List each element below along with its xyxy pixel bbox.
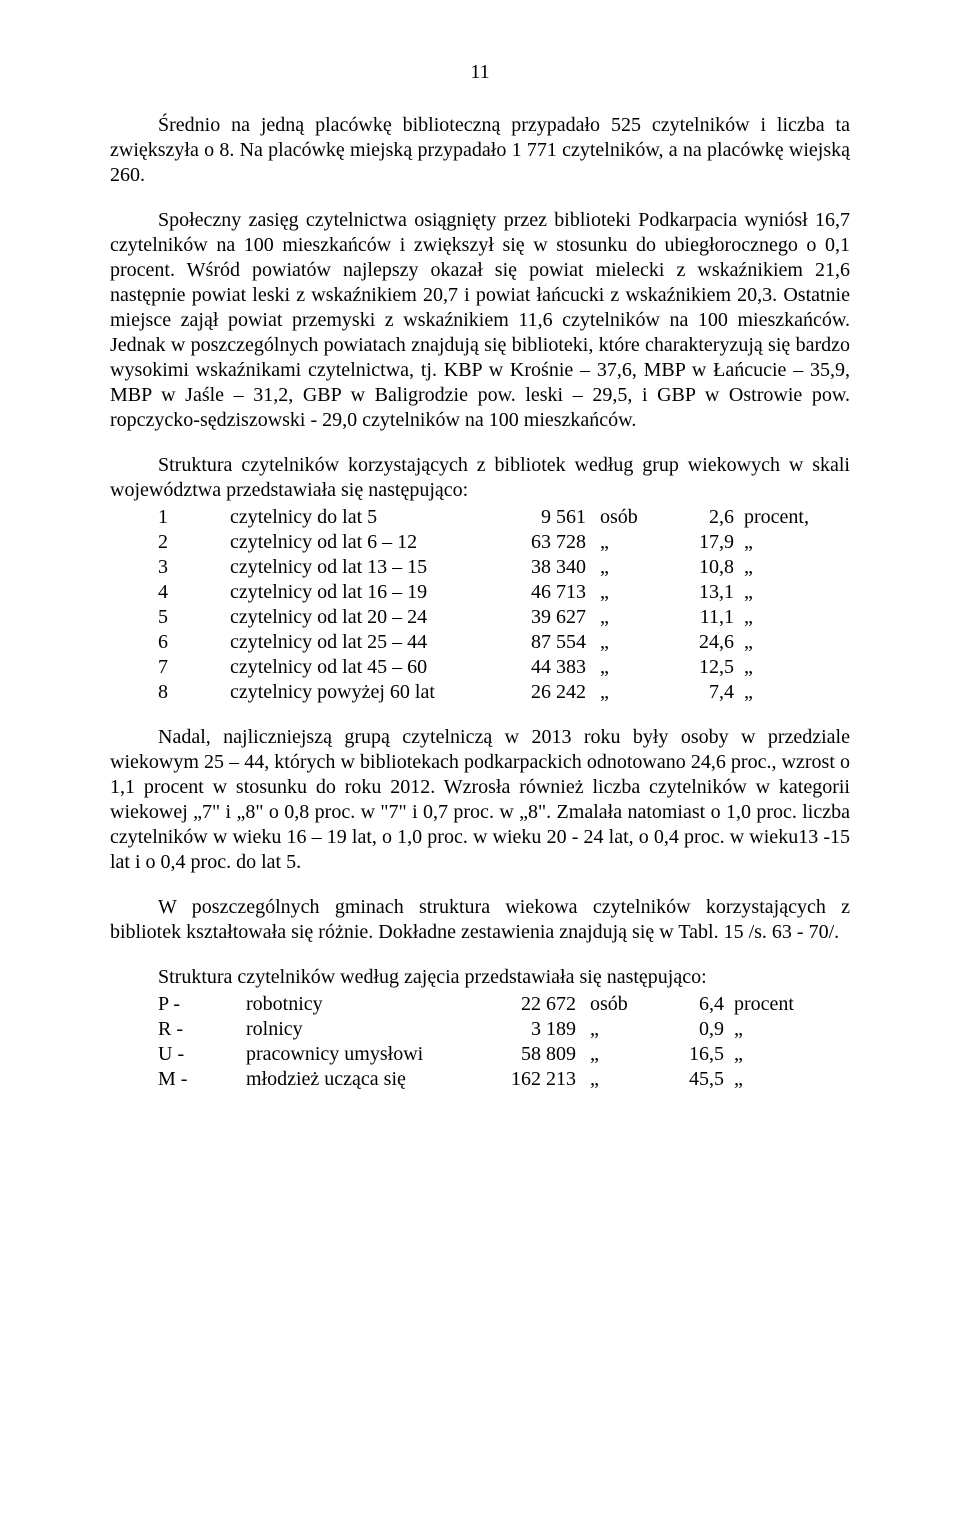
row-suffix: „ xyxy=(734,655,753,680)
row-unit: „ xyxy=(586,630,674,655)
row-percent: 12,5 xyxy=(674,655,734,680)
list-item: 1 czytelnicy do lat 5 9 561 osób 2,6 pro… xyxy=(110,505,850,530)
age-groups-list: 1 czytelnicy do lat 5 9 561 osób 2,6 pro… xyxy=(110,505,850,705)
row-percent: 24,6 xyxy=(674,630,734,655)
row-percent: 17,9 xyxy=(674,530,734,555)
paragraph-3: Struktura czytelników korzystających z b… xyxy=(110,453,850,503)
occupation-groups-list: P - robotnicy 22 672 osób 6,4 procent R … xyxy=(110,992,850,1092)
paragraph-5: W poszczególnych gminach struktura wieko… xyxy=(110,895,850,945)
row-value: 63 728 xyxy=(492,530,586,555)
row-suffix: „ xyxy=(734,530,753,555)
paragraph-6: Struktura czytelników według zajęcia prz… xyxy=(110,965,850,990)
row-label: czytelnicy od lat 16 – 19 xyxy=(230,580,492,605)
row-index: 7 xyxy=(110,655,230,680)
row-value: 87 554 xyxy=(492,630,586,655)
row-label: czytelnicy do lat 5 xyxy=(230,505,492,530)
row-unit: „ xyxy=(576,1042,664,1067)
list-item: 6 czytelnicy od lat 25 – 44 87 554 „ 24,… xyxy=(110,630,850,655)
row-percent: 16,5 xyxy=(664,1042,724,1067)
row-unit: „ xyxy=(586,555,674,580)
row-suffix: „ xyxy=(734,605,753,630)
list-item: 4 czytelnicy od lat 16 – 19 46 713 „ 13,… xyxy=(110,580,850,605)
document-page: 11 Średnio na jedną placówkę biblioteczn… xyxy=(0,0,960,1152)
row-unit: „ xyxy=(586,580,674,605)
row-percent: 0,9 xyxy=(664,1017,724,1042)
row-unit: „ xyxy=(576,1017,664,1042)
row-suffix: „ xyxy=(734,680,753,705)
row-value: 44 383 xyxy=(492,655,586,680)
list-item: R - rolnicy 3 189 „ 0,9 „ xyxy=(110,1017,850,1042)
list-item: 7 czytelnicy od lat 45 – 60 44 383 „ 12,… xyxy=(110,655,850,680)
page-number: 11 xyxy=(110,60,850,85)
row-percent: 2,6 xyxy=(674,505,734,530)
row-index: 8 xyxy=(110,680,230,705)
row-index: 5 xyxy=(110,605,230,630)
row-index: 3 xyxy=(110,555,230,580)
row-percent: 45,5 xyxy=(664,1067,724,1092)
row-key: U - xyxy=(110,1042,246,1067)
row-suffix: „ xyxy=(734,580,753,605)
row-percent: 10,8 xyxy=(674,555,734,580)
row-value: 22 672 xyxy=(482,992,576,1017)
list-item: U - pracownicy umysłowi 58 809 „ 16,5 „ xyxy=(110,1042,850,1067)
row-percent: 6,4 xyxy=(664,992,724,1017)
row-value: 9 561 xyxy=(492,505,586,530)
row-value: 162 213 xyxy=(482,1067,576,1092)
list-item: 5 czytelnicy od lat 20 – 24 39 627 „ 11,… xyxy=(110,605,850,630)
row-percent: 13,1 xyxy=(674,580,734,605)
row-suffix: „ xyxy=(734,555,753,580)
row-label: czytelnicy od lat 6 – 12 xyxy=(230,530,492,555)
row-suffix: „ xyxy=(724,1017,743,1042)
row-value: 3 189 xyxy=(482,1017,576,1042)
row-label: czytelnicy od lat 20 – 24 xyxy=(230,605,492,630)
row-key: M - xyxy=(110,1067,246,1092)
list-item: 3 czytelnicy od lat 13 – 15 38 340 „ 10,… xyxy=(110,555,850,580)
row-percent: 7,4 xyxy=(674,680,734,705)
row-suffix: procent, xyxy=(734,505,809,530)
paragraph-2: Społeczny zasięg czytelnictwa osiągnięty… xyxy=(110,208,850,433)
row-value: 46 713 xyxy=(492,580,586,605)
list-item: 8 czytelnicy powyżej 60 lat 26 242 „ 7,4… xyxy=(110,680,850,705)
row-label: czytelnicy od lat 25 – 44 xyxy=(230,630,492,655)
row-suffix: „ xyxy=(724,1042,743,1067)
row-label: czytelnicy od lat 45 – 60 xyxy=(230,655,492,680)
row-suffix: „ xyxy=(724,1067,743,1092)
row-index: 6 xyxy=(110,630,230,655)
row-label: czytelnicy od lat 13 – 15 xyxy=(230,555,492,580)
row-suffix: „ xyxy=(734,630,753,655)
row-value: 58 809 xyxy=(482,1042,576,1067)
row-index: 1 xyxy=(110,505,230,530)
row-label: pracownicy umysłowi xyxy=(246,1042,482,1067)
row-unit: osób xyxy=(586,505,674,530)
row-unit: „ xyxy=(586,530,674,555)
row-unit: „ xyxy=(586,680,674,705)
row-value: 26 242 xyxy=(492,680,586,705)
row-unit: osób xyxy=(576,992,664,1017)
row-key: P - xyxy=(110,992,246,1017)
row-label: czytelnicy powyżej 60 lat xyxy=(230,680,492,705)
row-label: młodzież ucząca się xyxy=(246,1067,482,1092)
row-index: 4 xyxy=(110,580,230,605)
row-unit: „ xyxy=(586,605,674,630)
paragraph-1: Średnio na jedną placówkę biblioteczną p… xyxy=(110,113,850,188)
row-percent: 11,1 xyxy=(674,605,734,630)
paragraph-4: Nadal, najliczniejszą grupą czytelniczą … xyxy=(110,725,850,875)
row-label: robotnicy xyxy=(246,992,482,1017)
list-item: 2 czytelnicy od lat 6 – 12 63 728 „ 17,9… xyxy=(110,530,850,555)
list-item: P - robotnicy 22 672 osób 6,4 procent xyxy=(110,992,850,1017)
row-key: R - xyxy=(110,1017,246,1042)
row-unit: „ xyxy=(576,1067,664,1092)
row-unit: „ xyxy=(586,655,674,680)
list-item: M - młodzież ucząca się 162 213 „ 45,5 „ xyxy=(110,1067,850,1092)
row-value: 38 340 xyxy=(492,555,586,580)
row-label: rolnicy xyxy=(246,1017,482,1042)
row-index: 2 xyxy=(110,530,230,555)
row-value: 39 627 xyxy=(492,605,586,630)
row-suffix: procent xyxy=(724,992,794,1017)
